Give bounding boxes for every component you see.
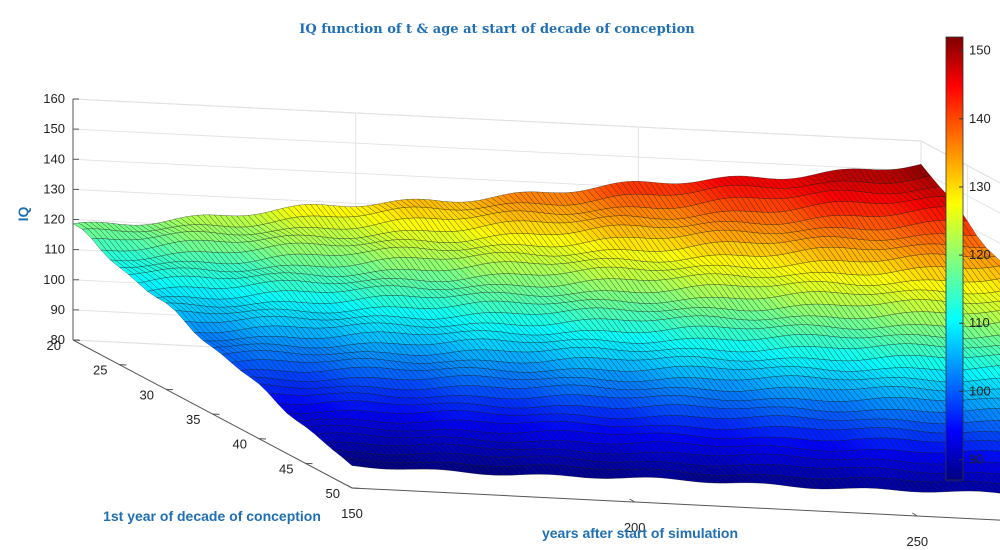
x-tick-label: 150 (341, 506, 363, 521)
colorbar-tick-label: 120 (969, 247, 991, 262)
z-tick-label: 130 (43, 181, 65, 196)
surface-patch (992, 301, 1000, 309)
surface-patch (989, 256, 1000, 267)
colorbar-tick-label: 150 (969, 43, 991, 58)
z-tick-label: 160 (43, 91, 65, 106)
colorbar-tick-label: 100 (969, 383, 991, 398)
y-tick-label: 50 (326, 486, 340, 501)
surface-patch (990, 345, 1000, 355)
y-axis-label: 1st year of decade of conception (103, 508, 321, 524)
y-tick-label: 25 (93, 363, 107, 378)
surface-patch (991, 279, 1000, 291)
z-tick-label: 150 (43, 121, 65, 136)
surface-patch (996, 310, 1000, 315)
surface-patch (988, 323, 1000, 336)
surface-mesh (72, 164, 1000, 494)
colorbar-tick-label: 110 (969, 315, 990, 330)
surface-patch (996, 278, 1000, 284)
y-tick-label: 35 (186, 412, 200, 427)
x-axis-label: years after start of simulation (542, 525, 738, 541)
x-tick-mark (346, 484, 353, 489)
y-tick-label: 45 (279, 461, 293, 476)
z-tick-label: 140 (43, 151, 65, 166)
x-tick-label: 250 (906, 534, 928, 549)
surface-patch (986, 301, 1000, 312)
surface-patch (994, 322, 1000, 330)
surface-patch (995, 345, 1000, 350)
z-tick-label: 90 (51, 302, 65, 317)
z-tick-label: 120 (43, 212, 65, 227)
surface-patch (984, 346, 1000, 356)
colorbar-tick-label: 130 (969, 179, 991, 194)
y-tick-label: 20 (47, 338, 61, 353)
colorbar-scale (945, 36, 964, 481)
surface-patch (985, 311, 1000, 324)
surface-patch (986, 335, 1000, 346)
z-tick-label: 110 (44, 242, 65, 257)
colorbar-tick-label: 140 (969, 111, 991, 126)
surface-patch (992, 335, 1000, 344)
colorbar-tick-label: 90 (969, 452, 983, 467)
surface-patch (985, 279, 1000, 293)
y-tick-label: 40 (233, 437, 247, 452)
x-axis-line (351, 487, 1000, 521)
z-axis-label: IQ (15, 207, 31, 222)
surface-patch (990, 310, 1000, 323)
surface-patch (994, 291, 1000, 297)
chart-title: IQ function of t & age at start of decad… (299, 22, 695, 37)
y-tick-label: 30 (140, 387, 154, 402)
surface-patch (987, 266, 1000, 280)
z-tick-label: 100 (43, 272, 65, 287)
